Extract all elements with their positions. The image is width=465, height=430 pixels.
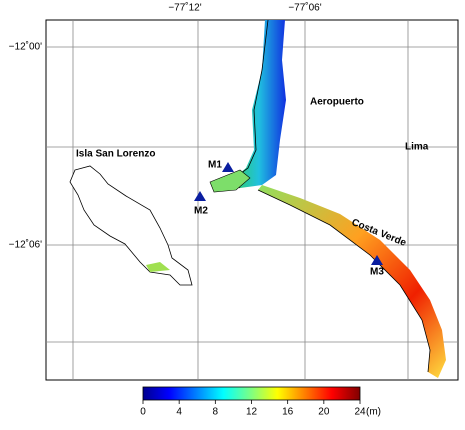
colorbar-tick-label: 20: [318, 407, 330, 418]
station-marker: [222, 162, 234, 172]
colorbar-tick-label: 0: [140, 407, 146, 418]
lat-label: −12˚06': [9, 239, 42, 251]
station-marker: [194, 191, 206, 201]
colorbar: [142, 386, 361, 401]
graticule: [46, 20, 458, 380]
port: [209, 169, 251, 193]
lon-label: −77˚06': [288, 2, 321, 14]
place-label: Aeropuerto: [310, 97, 364, 108]
colorbar-tick-label: 4: [176, 407, 182, 418]
inundation-south: [258, 185, 446, 378]
island: [69, 165, 193, 286]
colorbar-tick-label: 8: [213, 407, 219, 418]
station-label: M1: [208, 160, 222, 171]
colorbar-tick-label: 24: [354, 407, 366, 418]
place-label: Isla San Lorenzo: [76, 149, 155, 160]
station-label: M3: [370, 267, 384, 278]
colorbar-tick-label: 16: [282, 407, 294, 418]
colorbar-tick-label: 12: [246, 407, 258, 418]
lat-label: −12˚00': [9, 41, 42, 53]
station-marker: [371, 255, 383, 265]
inundation-north: [232, 20, 286, 188]
station-label: M2: [194, 206, 208, 217]
colorbar-ticks: 0 4 8 12 16 20 24: [140, 400, 366, 418]
island-inundation: [146, 262, 170, 272]
place-label: Lima: [405, 142, 429, 153]
colorbar-unit: (m): [366, 407, 381, 418]
coastline-south: [257, 189, 431, 373]
lon-label: −77˚12': [168, 2, 201, 14]
